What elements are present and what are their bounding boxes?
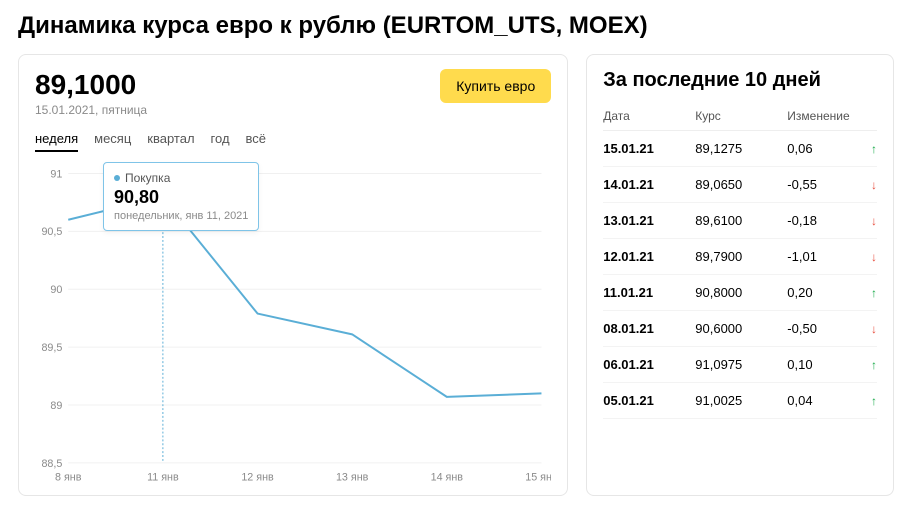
cell-date: 06.01.21 <box>603 347 695 383</box>
history-title: За последние 10 дней <box>603 69 877 92</box>
col-change: Изменение <box>787 102 877 131</box>
table-row: 15.01.2189,12750,06↑ <box>603 131 877 167</box>
cell-change: -0,55 <box>787 167 858 203</box>
cell-date: 15.01.21 <box>603 131 695 167</box>
table-row: 11.01.2190,80000,20↑ <box>603 275 877 311</box>
line-chart[interactable]: 88,5 89 89,5 90 90,5 91 8 янв 11 янв 12 янв 13 ян… <box>35 160 551 490</box>
svg-text:89: 89 <box>50 400 62 412</box>
cell-change: -0,50 <box>787 311 858 347</box>
page-title: Динамика курса евро к рублю (EURTOM_UTS,… <box>18 12 894 40</box>
change-arrow-icon: ↓ <box>858 239 877 275</box>
svg-text:12 янв: 12 янв <box>241 471 274 483</box>
cell-rate: 91,0025 <box>695 383 787 419</box>
svg-text:14 янв: 14 янв <box>431 471 464 483</box>
change-arrow-icon: ↑ <box>858 383 877 419</box>
change-arrow-icon: ↓ <box>858 167 877 203</box>
chart-area[interactable]: 88,5 89 89,5 90 90,5 91 8 янв 11 янв 12 янв 13 ян… <box>35 160 551 490</box>
cell-date: 12.01.21 <box>603 239 695 275</box>
cell-change: -0,18 <box>787 203 858 239</box>
svg-text:91: 91 <box>50 168 62 180</box>
table-row: 08.01.2190,6000-0,50↓ <box>603 311 877 347</box>
range-tab[interactable]: месяц <box>94 131 131 152</box>
change-arrow-icon: ↑ <box>858 347 877 383</box>
cell-change: -1,01 <box>787 239 858 275</box>
col-rate: Курс <box>695 102 787 131</box>
svg-text:89,5: 89,5 <box>41 342 62 354</box>
table-row: 14.01.2189,0650-0,55↓ <box>603 167 877 203</box>
table-row: 12.01.2189,7900-1,01↓ <box>603 239 877 275</box>
svg-text:15 янв: 15 янв <box>525 471 551 483</box>
range-tab[interactable]: всё <box>246 131 267 152</box>
cell-change: 0,06 <box>787 131 858 167</box>
range-tab[interactable]: квартал <box>147 131 194 152</box>
change-arrow-icon: ↓ <box>858 311 877 347</box>
svg-text:90: 90 <box>50 284 62 296</box>
cell-rate: 89,6100 <box>695 203 787 239</box>
svg-text:8 янв: 8 янв <box>55 471 82 483</box>
history-table: Дата Курс Изменение 15.01.2189,12750,06↑… <box>603 102 877 419</box>
cell-date: 11.01.21 <box>603 275 695 311</box>
cell-rate: 89,0650 <box>695 167 787 203</box>
table-row: 06.01.2191,09750,10↑ <box>603 347 877 383</box>
range-tabs: неделя месяц квартал годвсё <box>35 131 551 152</box>
cell-date: 13.01.21 <box>603 203 695 239</box>
svg-text:13 янв: 13 янв <box>336 471 369 483</box>
change-arrow-icon: ↑ <box>858 275 877 311</box>
cell-date: 14.01.21 <box>603 167 695 203</box>
current-price-block: 89,1000 15.01.2021, пятница <box>35 69 147 117</box>
cell-date: 08.01.21 <box>603 311 695 347</box>
cell-date: 05.01.21 <box>603 383 695 419</box>
buy-button[interactable]: Купить евро <box>440 69 551 103</box>
svg-text:88,5: 88,5 <box>41 458 62 470</box>
table-row: 05.01.2191,00250,04↑ <box>603 383 877 419</box>
svg-text:11 янв: 11 янв <box>147 471 179 483</box>
cell-rate: 90,6000 <box>695 311 787 347</box>
col-date: Дата <box>603 102 695 131</box>
table-row: 13.01.2189,6100-0,18↓ <box>603 203 877 239</box>
chart-panel: 89,1000 15.01.2021, пятница Купить евро … <box>18 54 568 496</box>
cell-change: 0,04 <box>787 383 858 419</box>
current-date: 15.01.2021, пятница <box>35 103 147 117</box>
cell-rate: 91,0975 <box>695 347 787 383</box>
cell-rate: 89,1275 <box>695 131 787 167</box>
history-panel: За последние 10 дней Дата Курс Изменение… <box>586 54 894 496</box>
cell-change: 0,20 <box>787 275 858 311</box>
range-tab[interactable]: год <box>211 131 230 152</box>
change-arrow-icon: ↑ <box>858 131 877 167</box>
cell-change: 0,10 <box>787 347 858 383</box>
svg-text:90,5: 90,5 <box>41 226 62 238</box>
cell-rate: 90,8000 <box>695 275 787 311</box>
change-arrow-icon: ↓ <box>858 203 877 239</box>
range-tab[interactable]: неделя <box>35 131 78 152</box>
cell-rate: 89,7900 <box>695 239 787 275</box>
current-price: 89,1000 <box>35 69 147 101</box>
